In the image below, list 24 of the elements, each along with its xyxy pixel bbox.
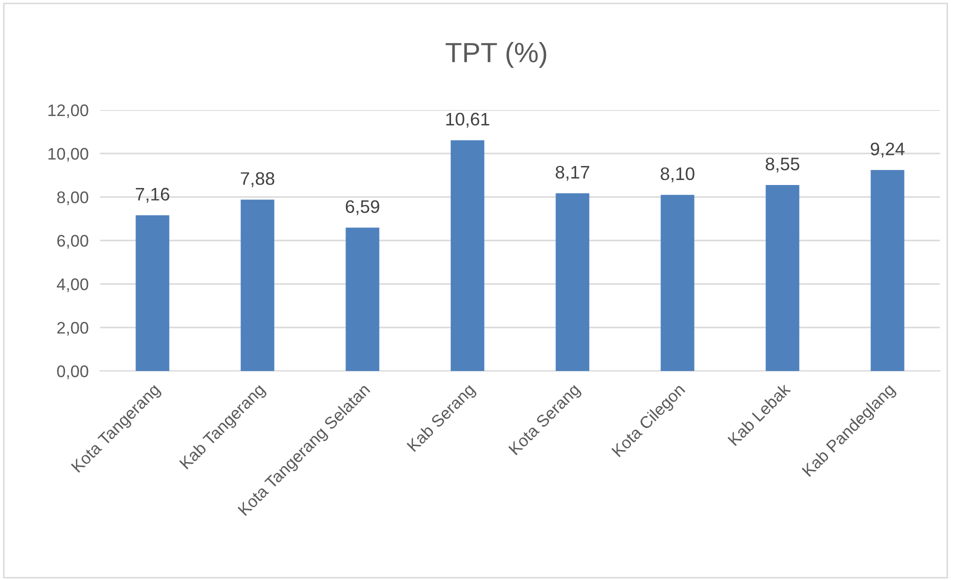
- y-tick-label: 2,00: [57, 322, 88, 336]
- y-tick-label: 12,00: [48, 104, 88, 118]
- data-label: 7,88: [240, 172, 274, 188]
- bar: [240, 200, 274, 371]
- bar: [556, 193, 590, 371]
- bar: [136, 215, 170, 371]
- bar: [660, 194, 694, 371]
- y-tick-label: 4,00: [56, 278, 88, 292]
- chart-title: TPT (%): [446, 42, 546, 68]
- y-tick-label: 8,00: [57, 191, 88, 206]
- data-label: 7,16: [136, 188, 170, 203]
- data-label: 8,17: [556, 166, 590, 181]
- y-tick-label: 6,00: [57, 234, 88, 249]
- data-label: 8,55: [766, 158, 800, 172]
- bar: [766, 185, 800, 371]
- bar: [346, 228, 380, 371]
- data-label: 10,61: [446, 112, 490, 128]
- data-label: 9,24: [870, 142, 905, 158]
- bar: [450, 140, 484, 371]
- y-tick-label: 10,00: [48, 148, 88, 162]
- data-label: 8,10: [660, 167, 694, 182]
- y-tick-label: 0,00: [57, 365, 88, 380]
- data-label: 6,59: [346, 200, 380, 216]
- bar: [870, 170, 904, 371]
